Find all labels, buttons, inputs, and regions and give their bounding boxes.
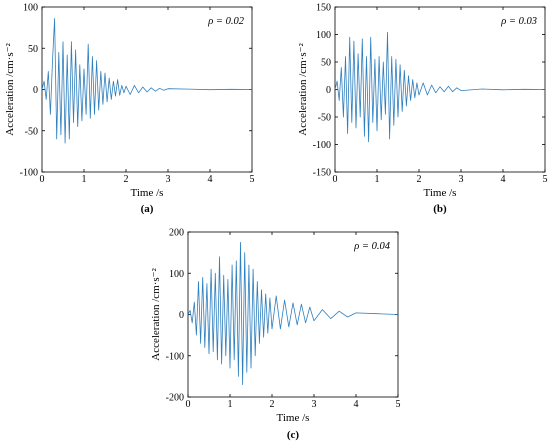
y-tick-label: 100 xyxy=(23,3,38,14)
y-tick-label: -50 xyxy=(25,126,38,137)
x-tick-label: 3 xyxy=(312,399,317,410)
x-tick-label: 1 xyxy=(82,174,87,185)
x-tick-label: 0 xyxy=(40,174,45,185)
x-tick-label: 5 xyxy=(543,174,548,185)
x-tick-label: 3 xyxy=(166,174,171,185)
series-line xyxy=(187,241,399,386)
rho-annotation: ρ = 0.03 xyxy=(500,16,537,27)
x-tick-label: 2 xyxy=(124,174,129,185)
x-tick-label: 4 xyxy=(354,399,359,410)
x-axis-label: Time /s xyxy=(277,412,310,424)
chart-panel-2: 0 1 2 3 4 5 150 100 50 0 -50 -100 -150 ρ = 0.03 Time /… xyxy=(297,3,548,216)
x-axis-label: Time /s xyxy=(424,187,457,199)
panel-caption: (b) xyxy=(433,203,447,215)
y-tick-label: -100 xyxy=(166,351,184,362)
y-tick-label: 0 xyxy=(179,310,184,321)
x-tick-label: 3 xyxy=(459,174,464,185)
rho-annotation: ρ = 0.02 xyxy=(207,16,245,27)
x-axis-label: Time /s xyxy=(131,187,164,199)
x-tick-label: 0 xyxy=(333,174,338,185)
chart-panel-1: 0 1 2 3 4 5 100 50 0 -50 -100 ρ = 0.02 Time /s Accele… xyxy=(4,3,255,216)
y-tick-label: 50 xyxy=(28,44,38,55)
y-tick-label: 0 xyxy=(326,85,331,96)
x-tick-label: 4 xyxy=(208,174,213,185)
chart-panel-3: 0 1 2 3 4 5 200 100 0 -100 -200 ρ = 0.04 Time /s Acce… xyxy=(150,228,401,442)
y-tick-label: 100 xyxy=(316,30,331,41)
y-axis-label: Acceleration /cm·s⁻² xyxy=(4,43,16,136)
series-line xyxy=(334,31,546,143)
x-tick-label: 2 xyxy=(270,399,275,410)
y-tick-label: -150 xyxy=(313,168,331,179)
x-tick-label: 1 xyxy=(375,174,380,185)
y-axis-label: Acceleration /cm·s⁻² xyxy=(297,43,309,136)
y-axis-label: Acceleration /cm·s⁻² xyxy=(150,268,162,361)
panel-caption: (c) xyxy=(287,429,300,441)
series-line xyxy=(41,18,253,144)
rho-annotation: ρ = 0.04 xyxy=(353,241,391,252)
y-tick-label: 200 xyxy=(169,228,184,239)
x-tick-label: 0 xyxy=(186,399,191,410)
x-tick-label: 5 xyxy=(250,174,255,185)
y-tick-label: 150 xyxy=(316,3,331,14)
y-tick-label: -100 xyxy=(20,168,38,179)
y-tick-label: -200 xyxy=(166,393,184,404)
y-tick-label: -50 xyxy=(318,113,331,124)
y-tick-label: 0 xyxy=(33,85,38,96)
y-tick-label: 100 xyxy=(169,269,184,280)
panel-caption: (a) xyxy=(141,203,154,215)
y-tick-label: 50 xyxy=(321,58,331,69)
x-tick-label: 4 xyxy=(501,174,506,185)
y-tick-label: -100 xyxy=(313,140,331,151)
x-tick-label: 5 xyxy=(396,399,401,410)
x-tick-label: 2 xyxy=(417,174,422,185)
x-tick-label: 1 xyxy=(228,399,233,410)
